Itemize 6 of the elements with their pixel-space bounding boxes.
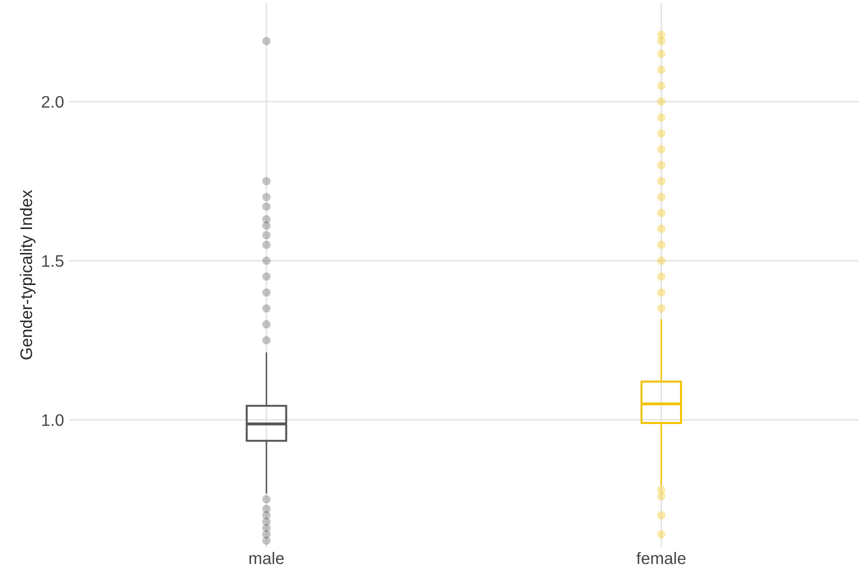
y-tick-label: 2.0 bbox=[42, 96, 64, 108]
x-tick-label: female bbox=[636, 552, 686, 564]
y-tick-label: 1.0 bbox=[42, 414, 64, 426]
y-axis-title: Gender-typicality Index bbox=[20, 190, 36, 360]
y-tick-label: 1.5 bbox=[42, 255, 64, 267]
x-tick-label: male bbox=[249, 552, 284, 564]
